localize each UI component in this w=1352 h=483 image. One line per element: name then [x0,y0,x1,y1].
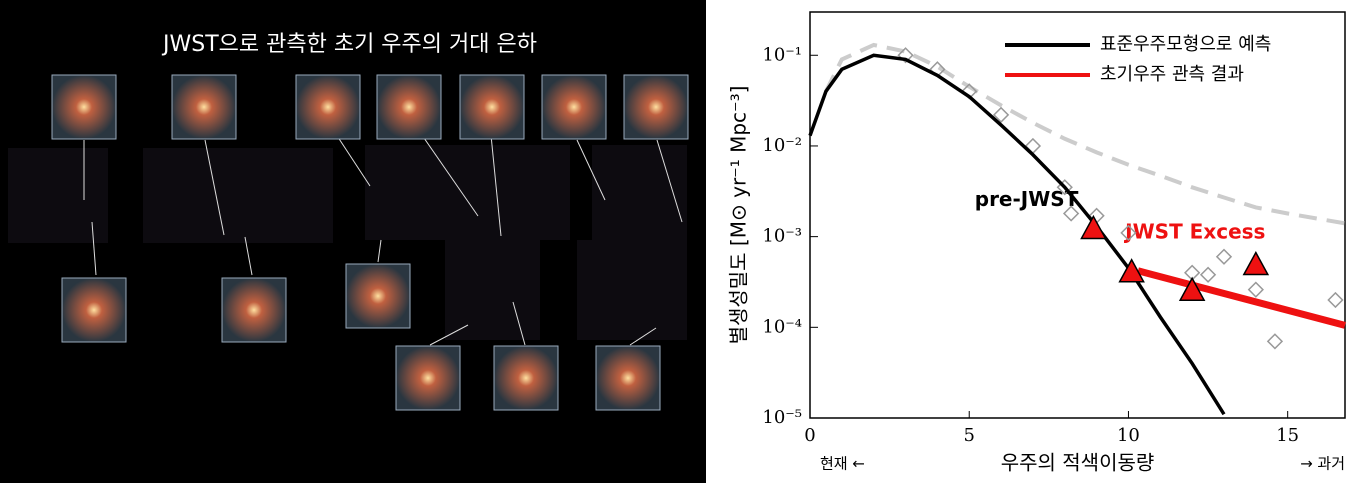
series-line [824,42,1346,226]
data-point [1062,205,1080,222]
legend-label: 초기우주 관측 결과 [1100,64,1244,85]
thumbnails [51,74,689,411]
legend-label: 표준우주모형으로 예측 [1100,34,1271,55]
data-point [1184,264,1201,281]
triangle-marker [1080,214,1107,240]
y-tick-label: 10⁻³ [762,226,802,247]
field [445,240,540,340]
field [143,148,333,243]
y-tick-label: 10⁻² [762,135,802,156]
annotation: pre-JWST [975,187,1079,211]
x-tick-label: 15 [1276,425,1299,446]
data-point [992,106,1010,124]
field [577,240,687,340]
annotation: JWST Excess [1123,219,1265,243]
triangle-marker [1178,276,1206,301]
pointer-lines [83,124,683,346]
x-tick-label: 10 [1117,425,1140,446]
left-note: 현재 ← [820,455,865,473]
y-tick-label: 10⁻⁴ [762,316,802,337]
x-tick-label: 0 [804,425,815,446]
data-point [1199,266,1217,283]
plot-frame [809,11,1346,419]
y-tick-label: 10⁻¹ [762,44,802,65]
triangle-marker [1118,258,1145,283]
triangle-marker [1242,250,1270,276]
galaxy-image: JWST으로 관측한 초기 우주의 거대 은하 [0,0,706,483]
chart: 0 5 10 15 10⁻⁵ 10⁻⁴ 10⁻³ 10⁻² 10⁻¹ 우주의 적색이동량 현재 ← →… [727,11,1346,475]
x-axis-label: 우주의 적색이동량 [1001,451,1155,475]
right-note: → 과거 [1300,455,1345,473]
field [592,145,687,240]
data-point [1120,224,1137,242]
data-point [1327,291,1344,309]
data-point [1215,248,1233,265]
series-line [1137,267,1346,329]
image-title: JWST으로 관측한 초기 우주의 거대 은하 [161,32,537,57]
x-tick-label: 5 [963,425,974,446]
series-line [808,53,1226,416]
field [8,148,108,243]
y-tick-label: 10⁻⁵ [762,407,802,428]
y-axis-label: 별생성밀도 [M⊙ yr⁻¹ Mpc⁻³] [727,86,751,345]
data-point [1266,333,1284,350]
field [365,145,570,240]
data-point [1247,281,1264,298]
